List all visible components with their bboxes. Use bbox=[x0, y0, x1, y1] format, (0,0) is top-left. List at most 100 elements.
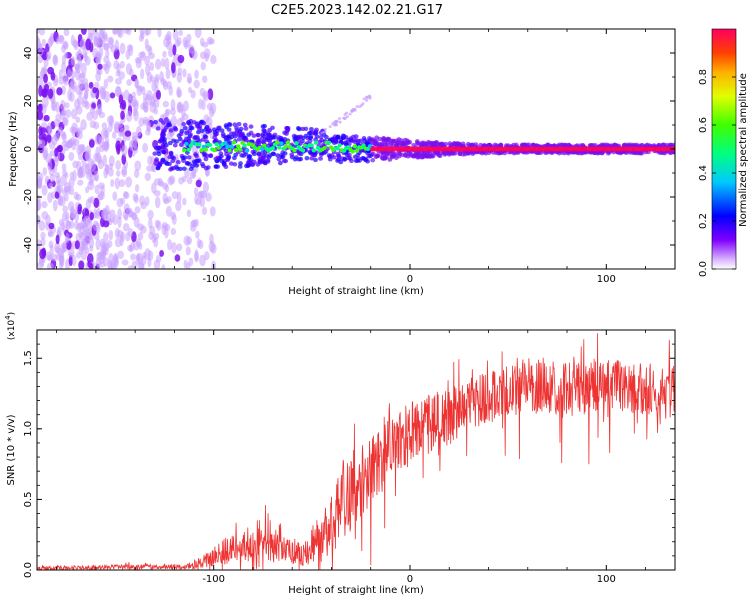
heatmap-cell bbox=[355, 158, 361, 163]
heatmap-cell bbox=[84, 56, 91, 66]
y-tick-label: 0.5 bbox=[23, 491, 34, 507]
heatmap-cell bbox=[93, 37, 100, 48]
heatmap-cell bbox=[227, 148, 232, 153]
heatmap-cell bbox=[54, 157, 59, 167]
heatmap-cell bbox=[41, 211, 49, 220]
heatmap-cell bbox=[82, 94, 88, 105]
heatmap-cell bbox=[181, 122, 187, 127]
heatmap-cell bbox=[148, 217, 153, 229]
heatmap-cell bbox=[105, 60, 112, 69]
heatmap-cell bbox=[162, 136, 168, 142]
heatmap-cell bbox=[223, 148, 229, 154]
heatmap-cell bbox=[45, 153, 53, 164]
heatmap-cell bbox=[219, 128, 225, 133]
heatmap-cell bbox=[184, 141, 189, 146]
heatmap-cell bbox=[109, 92, 116, 99]
heatmap-cell bbox=[103, 90, 110, 103]
heatmap-cell bbox=[75, 51, 83, 58]
heatmap-cell bbox=[328, 125, 332, 129]
heatmap-cell bbox=[138, 34, 144, 42]
y-tick-label: 40 bbox=[23, 47, 34, 60]
snr-x-ticks: -100 0 100 bbox=[56, 330, 646, 585]
heatmap-cell bbox=[171, 242, 177, 254]
heatmap-cell bbox=[248, 124, 254, 129]
heatmap-cell bbox=[70, 108, 78, 120]
heatmap-cell bbox=[168, 175, 176, 185]
heatmap-cell bbox=[69, 213, 76, 220]
heatmap-cell bbox=[61, 55, 67, 65]
heatmap-cell bbox=[149, 75, 155, 82]
heatmap-cell bbox=[329, 153, 335, 158]
heatmap-cell bbox=[38, 220, 46, 231]
heatmap-cell bbox=[193, 187, 199, 196]
heatmap-cell bbox=[202, 181, 210, 193]
heatmap-cell bbox=[307, 149, 313, 155]
heatmap-cell bbox=[85, 186, 90, 194]
snr-plot-area bbox=[37, 330, 675, 570]
heatmap-cell bbox=[152, 151, 158, 156]
heatmap-cell bbox=[177, 166, 183, 172]
heatmap-cell bbox=[92, 87, 97, 94]
heatmap-cell bbox=[120, 231, 126, 242]
heatmap-cell bbox=[279, 154, 285, 160]
heatmap-cell bbox=[80, 62, 87, 75]
heatmap-cell bbox=[214, 142, 219, 147]
heatmap-cell bbox=[41, 88, 48, 98]
heatmap-cell bbox=[122, 223, 130, 232]
heatmap-cell bbox=[41, 38, 46, 47]
heatmap-cell bbox=[363, 157, 369, 163]
heatmap-cell bbox=[176, 88, 183, 98]
heatmap-cell bbox=[63, 193, 69, 202]
heatmap-cell bbox=[350, 149, 355, 154]
heatmap-cell bbox=[284, 131, 289, 136]
heatmap-cell bbox=[115, 160, 122, 171]
heatmap-cell bbox=[101, 127, 108, 140]
heatmap-cell bbox=[77, 130, 83, 140]
heatmap-cell bbox=[368, 95, 372, 99]
heatmap-cell bbox=[251, 151, 257, 157]
heatmap-cell bbox=[67, 247, 75, 258]
heatmap-cell bbox=[72, 169, 77, 182]
heatmap-cell bbox=[180, 116, 185, 123]
heatmap-cell bbox=[182, 155, 188, 160]
heatmap-cell bbox=[68, 151, 75, 161]
heatmap-cell bbox=[170, 99, 176, 111]
heatmap-cell bbox=[261, 157, 267, 162]
heatmap-cell bbox=[405, 154, 411, 159]
heatmap-cell bbox=[41, 184, 48, 196]
heatmap-cell bbox=[186, 33, 192, 43]
heatmap-cell bbox=[183, 100, 189, 112]
heatmap-cell bbox=[194, 69, 199, 79]
heatmap-cell bbox=[97, 159, 105, 170]
y-tick-label: 0 bbox=[23, 146, 34, 152]
heatmap-cell bbox=[513, 142, 519, 148]
heatmap-cell bbox=[277, 160, 283, 166]
heatmap-cell bbox=[121, 259, 129, 266]
heatmap-cell bbox=[139, 263, 145, 269]
heatmap-cell bbox=[163, 160, 169, 165]
heatmap-cell bbox=[104, 135, 110, 148]
heatmap-cell bbox=[232, 162, 238, 167]
heatmap-cell bbox=[307, 138, 313, 144]
heatmap-cell bbox=[167, 239, 173, 251]
heatmap-cell bbox=[194, 29, 202, 39]
heatmap-cell bbox=[46, 262, 54, 269]
heatmap-cell bbox=[142, 98, 148, 110]
heatmap-cell bbox=[67, 138, 75, 146]
heatmap-cell bbox=[69, 126, 77, 134]
heatmap-cell bbox=[107, 75, 114, 83]
heatmap-cell bbox=[534, 150, 539, 155]
heatmap-cell bbox=[208, 153, 214, 158]
heatmap-cell bbox=[62, 131, 67, 143]
y-tick-label: 20 bbox=[23, 95, 34, 108]
heatmap-cell bbox=[179, 142, 184, 148]
heatmap-cell bbox=[268, 141, 273, 146]
heatmap-cell bbox=[419, 155, 425, 160]
heatmap-cell bbox=[297, 141, 303, 146]
heatmap-cell bbox=[236, 121, 242, 127]
heatmap-cell bbox=[49, 173, 56, 183]
heatmap-cell bbox=[163, 143, 169, 148]
heatmap-cell bbox=[300, 148, 306, 153]
heatmap-cell bbox=[69, 171, 75, 180]
heatmap-cell bbox=[374, 135, 380, 140]
